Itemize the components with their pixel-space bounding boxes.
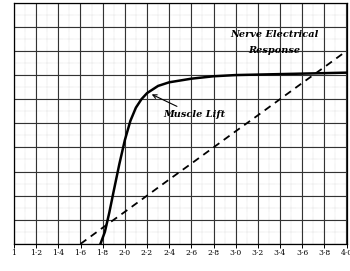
Text: Muscle Lift: Muscle Lift bbox=[153, 95, 226, 119]
Text: Response: Response bbox=[248, 46, 301, 56]
Text: Nerve Electrical: Nerve Electrical bbox=[230, 30, 318, 38]
